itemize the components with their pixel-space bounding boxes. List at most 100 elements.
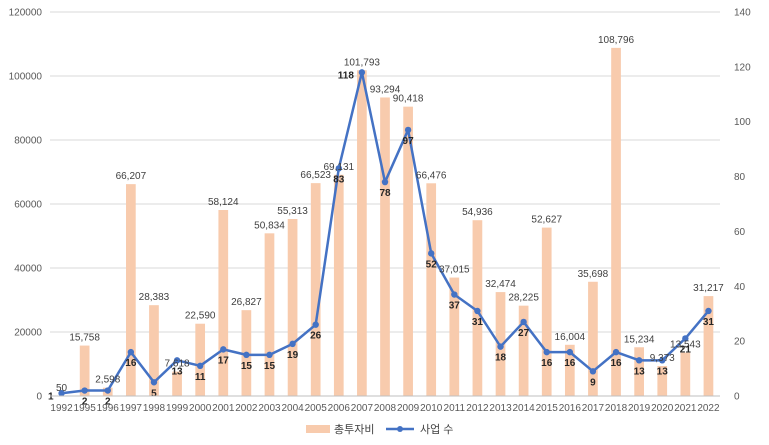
bar [564,344,575,396]
bar-data-label: 108,796 [598,35,635,46]
bar-data-label: 90,418 [393,94,424,105]
y-right-tick-label: 60 [734,227,746,238]
x-tick-label: 2006 [328,403,351,414]
bar [634,347,644,396]
line-point [474,307,481,315]
line-data-label: 15 [264,361,276,372]
bar-data-label: 66,523 [300,170,331,181]
x-tick-label: 2010 [420,403,443,414]
y-left-tick-label: 20000 [14,328,42,339]
line-data-label: 2 [82,397,88,408]
bar-data-label: 32,474 [485,279,516,290]
y-left-tick-label: 60000 [14,200,42,211]
line-data-labels: 1 2 2 16 5 13 11 17 15 15 19 26 83 118 78 97 52 37 31 18 27 1… [48,70,714,407]
bar-data-label: 54,936 [462,207,493,218]
bar-data-label: 31,217 [693,283,724,294]
line-series [58,69,712,397]
line-data-label: 16 [125,358,137,369]
line-point [381,178,389,186]
x-tick-label: 2018 [605,403,628,414]
line-data-label: 17 [218,355,230,366]
line-data-label: 97 [403,136,415,147]
line-point [659,357,666,364]
line-data-label: 5 [151,388,157,399]
line-point [612,348,620,356]
bar-data-label: 28,383 [139,292,170,303]
bar-data-label: 37,015 [439,265,470,276]
bar-data-label: 13,543 [670,340,701,351]
bar [611,47,621,397]
line-point [243,351,250,359]
bar [79,345,90,396]
legend: 총투자비 사업 수 [306,423,453,436]
bar-data-label: 26,827 [231,297,262,308]
y-left-tick-label: 40000 [14,264,42,275]
line-point [150,379,158,386]
bar-data-label: 7,618 [165,359,190,370]
x-tick-label: 2021 [674,403,697,414]
bar-data-label: 28,225 [508,293,539,304]
line-point [682,335,689,342]
bar-data-label: 15,234 [624,334,655,345]
x-tick-label: 2020 [651,403,674,414]
bar-data-label: 69,131 [323,162,354,173]
bar [287,218,298,396]
y-right-tick-label: 120 [734,62,751,73]
x-tick-label: 2022 [697,403,720,414]
x-tick-label: 2017 [582,403,605,414]
x-tick-label: 2002 [235,403,258,414]
legend-swatch-marker [397,426,403,432]
bar [703,296,714,396]
line-data-label: 18 [495,353,507,364]
x-tick-label: 1998 [143,403,166,414]
bar [380,97,390,396]
bar-data-label: 35,698 [578,269,609,280]
line-point [335,165,342,172]
bar-data-label: 15,758 [69,333,100,344]
x-tick-label: 2007 [351,403,374,414]
x-tick-label: 1996 [97,403,120,414]
line-point [81,387,88,394]
x-axis: 1992 1995 1996 1997 1998 1999 2000 2001 2002 2003… [50,395,720,414]
bar-data-label: 50,834 [254,220,285,231]
bar [449,277,460,396]
bar [149,305,159,396]
line-data-label: 13 [172,366,184,377]
line-data-label: 31 [472,317,484,328]
x-tick-label: 2011 [444,403,466,414]
x-tick-label: 2004 [281,403,304,414]
x-tick-label: 2000 [189,403,212,414]
line-point [404,126,412,134]
bar [588,281,598,396]
line-point [520,318,527,326]
line-data-label: 78 [379,188,391,199]
bar-data-label: 55,313 [277,206,308,217]
line-point [173,357,181,364]
bar-data-label: 22,590 [185,311,216,322]
x-tick-label: 2005 [305,403,328,414]
line-point [58,390,65,397]
line-data-label: 52 [426,259,438,270]
legend-swatch-bar [306,425,330,433]
line-point [705,307,712,315]
line-data-label: 13 [657,366,669,377]
line-point [428,250,435,257]
bar-data-label: 9,373 [650,353,675,364]
bar [518,305,529,396]
line-data-label: 27 [518,328,530,339]
bar [195,323,206,396]
line-data-label: 21 [680,344,692,355]
bar-data-label: 66,207 [116,171,147,182]
x-tick-label: 2015 [536,403,559,414]
line-data-label: 2 [105,397,111,408]
bar [333,174,344,396]
y-right-tick-label: 0 [734,392,740,403]
line-point [566,348,574,356]
x-tick-label: 1992 [50,403,73,414]
line-data-label: 37 [449,301,461,312]
left-axis: 0 20000 40000 60000 80000 100000 120000 [9,8,43,403]
x-tick-label: 2009 [397,403,420,414]
x-tick-label: 2013 [489,403,512,414]
bar-data-labels: 50 15,758 2,598 66,207 28,383 7,618 22,590 58,1… [56,35,724,394]
